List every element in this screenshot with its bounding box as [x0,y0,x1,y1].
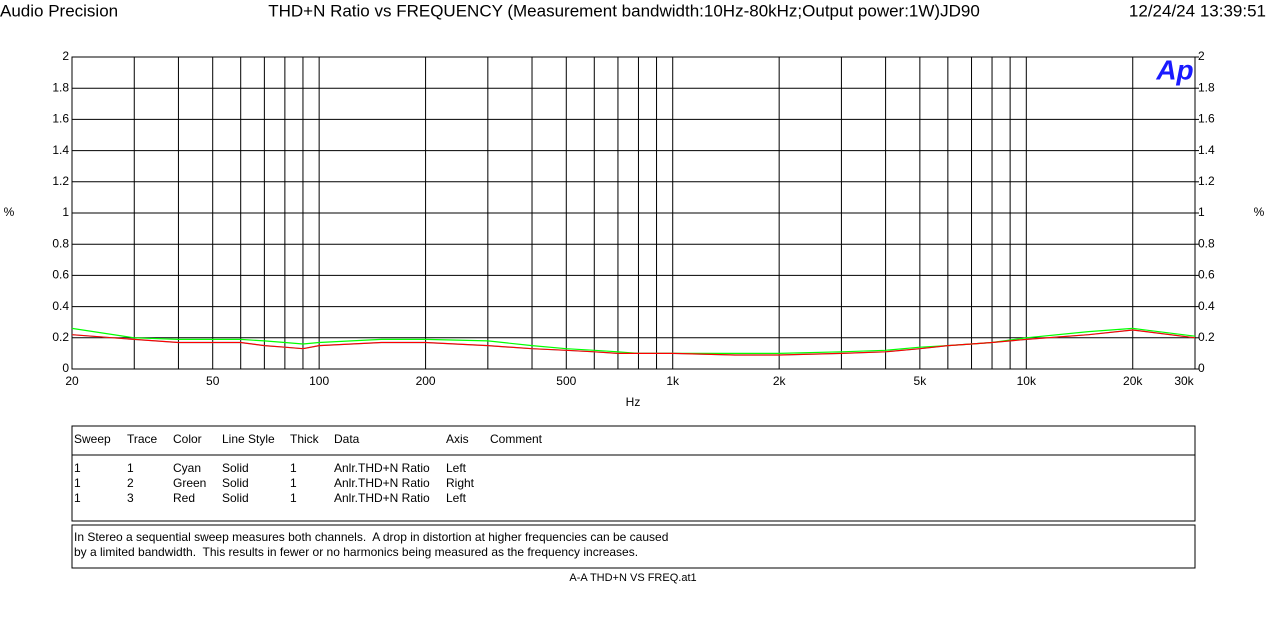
table-cell: Solid [222,461,249,475]
y2-tick-label: 2 [1198,49,1205,63]
date: 12/24/24 13:39:51 [1129,1,1266,20]
table-cell: 2 [127,476,134,490]
x-tick-label: 200 [416,374,436,388]
table-cell: Green [173,476,206,490]
y2-tick-label: 1.8 [1198,80,1215,94]
y-tick-label: 0.4 [52,299,69,313]
x-tick-label: 5k [914,374,928,388]
y-tick-label: 1.2 [52,174,69,188]
table-cell: Solid [222,476,249,490]
y-tick-label: 1 [62,205,69,219]
table-cell: Cyan [173,461,201,475]
x-tick-label: 1k [666,374,680,388]
table-cell: Right [446,476,475,490]
chart-title: THD+N Ratio vs FREQUENCY (Measurement ba… [268,1,980,20]
table-cell: Red [173,491,195,505]
table-cell: 1 [74,461,81,475]
table-cell: 1 [74,491,81,505]
table-cell: Left [446,491,467,505]
table-cell: Anlr.THD+N Ratio [334,491,430,505]
comment-box [71,524,1196,569]
y2-tick-label: 0.6 [1198,268,1215,282]
table-cell: 1 [290,491,297,505]
table-header: Line Style [222,432,275,446]
y-tick-label: 0.2 [52,330,69,344]
x-tick-label: 30k [1174,374,1194,388]
x-tick-label: 50 [206,374,220,388]
y2-tick-label: 1.6 [1198,112,1215,126]
table-header: Sweep [74,432,111,446]
table-header: Data [334,432,360,446]
y-tick-label: 1.6 [52,112,69,126]
y2-tick-label: 0.2 [1198,330,1215,344]
y-tick-label: 1.4 [52,143,69,157]
comment-line: In Stereo a sequential sweep measures bo… [74,530,668,544]
x-axis-label: Hz [626,395,641,409]
table-cell: 3 [127,491,134,505]
x-tick-label: 500 [556,374,576,388]
legend-table-box [71,425,1196,522]
logo: Ap [1155,54,1193,85]
y-tick-label: 0 [62,361,69,375]
x-tick-label: 100 [309,374,329,388]
y-tick-label: 1.8 [52,80,69,94]
x-tick-label: 2k [773,374,787,388]
table-header: Color [173,432,202,446]
table-cell: 1 [74,476,81,490]
table-cell: Left [446,461,467,475]
y2-tick-label: 1 [1198,205,1205,219]
x-tick-label: 20k [1123,374,1143,388]
table-header: Axis [446,432,469,446]
y2-axis-label: % [1254,205,1265,219]
x-tick-label: 10k [1017,374,1037,388]
y-axis-label: % [4,205,15,219]
y2-tick-label: 0.8 [1198,236,1215,250]
table-cell: 1 [127,461,134,475]
y-tick-label: 2 [62,49,69,63]
table-cell: 1 [290,476,297,490]
y2-tick-label: 0.4 [1198,299,1215,313]
y-tick-label: 0.6 [52,268,69,282]
comment-line: by a limited bandwidth. This results in … [74,545,638,559]
brand: Audio Precision [0,1,118,20]
table-header: Comment [490,432,543,446]
y2-tick-label: 1.4 [1198,143,1215,157]
table-cell: Anlr.THD+N Ratio [334,476,430,490]
table-cell: Anlr.THD+N Ratio [334,461,430,475]
data-line [71,329,1196,356]
table-header: Trace [127,432,158,446]
y2-tick-label: 0 [1198,361,1205,375]
table-cell: Solid [222,491,249,505]
y2-tick-label: 1.2 [1198,174,1215,188]
y-tick-label: 0.8 [52,236,69,250]
table-header: Thick [290,432,320,446]
x-tick-label: 20 [65,374,79,388]
footer: A-A THD+N VS FREQ.at1 [569,572,696,584]
table-cell: 1 [290,461,297,475]
